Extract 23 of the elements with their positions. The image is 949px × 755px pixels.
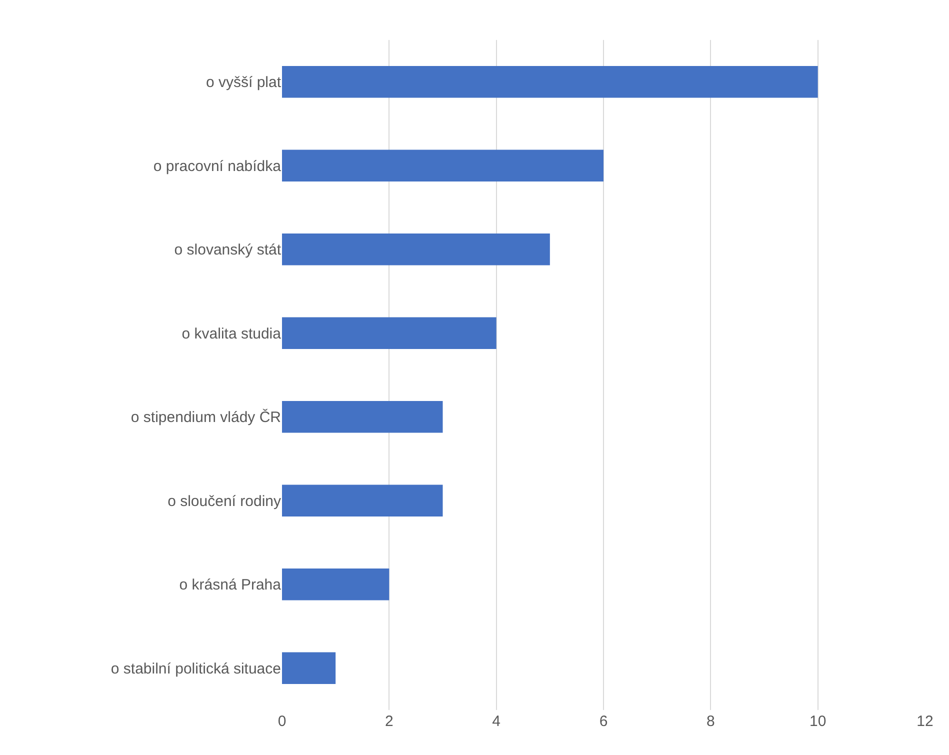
bar	[282, 652, 336, 684]
bar	[282, 317, 496, 350]
bar	[282, 66, 818, 98]
x-tick-label: 6	[599, 713, 608, 730]
x-tick-label: 8	[706, 713, 715, 730]
y-tick-label: o krásná Praha	[179, 576, 282, 594]
x-tick-label: 10	[809, 713, 826, 730]
bar	[282, 484, 443, 517]
y-tick-label: o slovanský stát	[174, 242, 282, 259]
y-tick-label: o sloučení rodiny	[168, 492, 282, 510]
y-tick-label: o kvalita studia	[182, 325, 282, 342]
y-tick-label: o stabilní politická situace	[110, 660, 281, 678]
x-tick-label: 12	[916, 713, 934, 730]
y-tick-label: o vyšší plat	[206, 74, 282, 92]
x-tick-label: 4	[492, 713, 500, 730]
x-tick-label: 2	[385, 713, 394, 730]
bar	[282, 400, 443, 433]
y-tick-label: o pracovní nabídka	[153, 158, 282, 175]
bar	[282, 568, 390, 600]
y-tick-label: o stipendium vlády ČR	[130, 408, 282, 426]
x-tick-label: 0	[278, 713, 286, 730]
bar	[282, 150, 604, 182]
bar	[282, 233, 550, 266]
